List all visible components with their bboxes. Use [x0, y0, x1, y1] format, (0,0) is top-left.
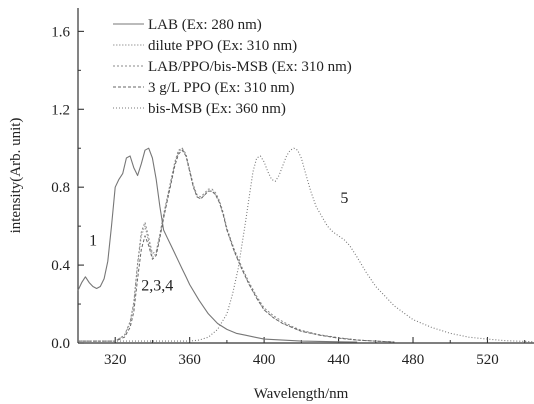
y-tick-label: 0.0	[51, 336, 70, 352]
y-tick-label: 1.6	[51, 24, 70, 40]
y-tick-label: 1.2	[51, 102, 70, 118]
legend-label: 3 g/L PPO (Ex: 310 nm)	[148, 80, 295, 96]
series-line-5	[78, 147, 534, 343]
curve-annotation: 1	[89, 233, 97, 250]
legend-label: LAB (Ex: 280 nm)	[148, 17, 262, 33]
legend: LAB (Ex: 280 nm) dilute PPO (Ex: 310 nm) L…	[113, 17, 352, 117]
axis-ticks: 320 360 400 440 480 520 0.0 0.4 0.8 1.2 1.6	[51, 24, 526, 368]
x-tick-label: 400	[253, 352, 276, 368]
y-tick-label: 0.8	[51, 180, 70, 196]
x-tick-label: 320	[104, 352, 127, 368]
series-layer	[77, 147, 534, 343]
y-axis-title: intensity(Arb. unit)	[8, 118, 24, 234]
curve-annotation: 5	[340, 190, 348, 207]
legend-label: LAB/PPO/bis-MSB (Ex: 310 nm)	[148, 59, 352, 75]
annotations: 1 2,3,4 5	[89, 190, 348, 295]
curve-annotation: 2,3,4	[141, 277, 173, 294]
y-tick-label: 0.4	[51, 258, 70, 274]
series-line-3	[78, 147, 395, 343]
plot-frame	[77, 8, 534, 344]
series-line-2	[78, 147, 395, 343]
x-tick-label: 520	[476, 352, 499, 368]
legend-label: bis-MSB (Ex: 360 nm)	[148, 101, 286, 117]
series-line-4	[78, 149, 395, 343]
series-line-1	[77, 147, 358, 343]
x-tick-label: 360	[178, 352, 201, 368]
legend-label: dilute PPO (Ex: 310 nm)	[148, 38, 297, 54]
x-tick-label: 480	[402, 352, 425, 368]
x-tick-label: 440	[327, 352, 350, 368]
x-axis-title: Wavelength/nm	[254, 386, 349, 402]
